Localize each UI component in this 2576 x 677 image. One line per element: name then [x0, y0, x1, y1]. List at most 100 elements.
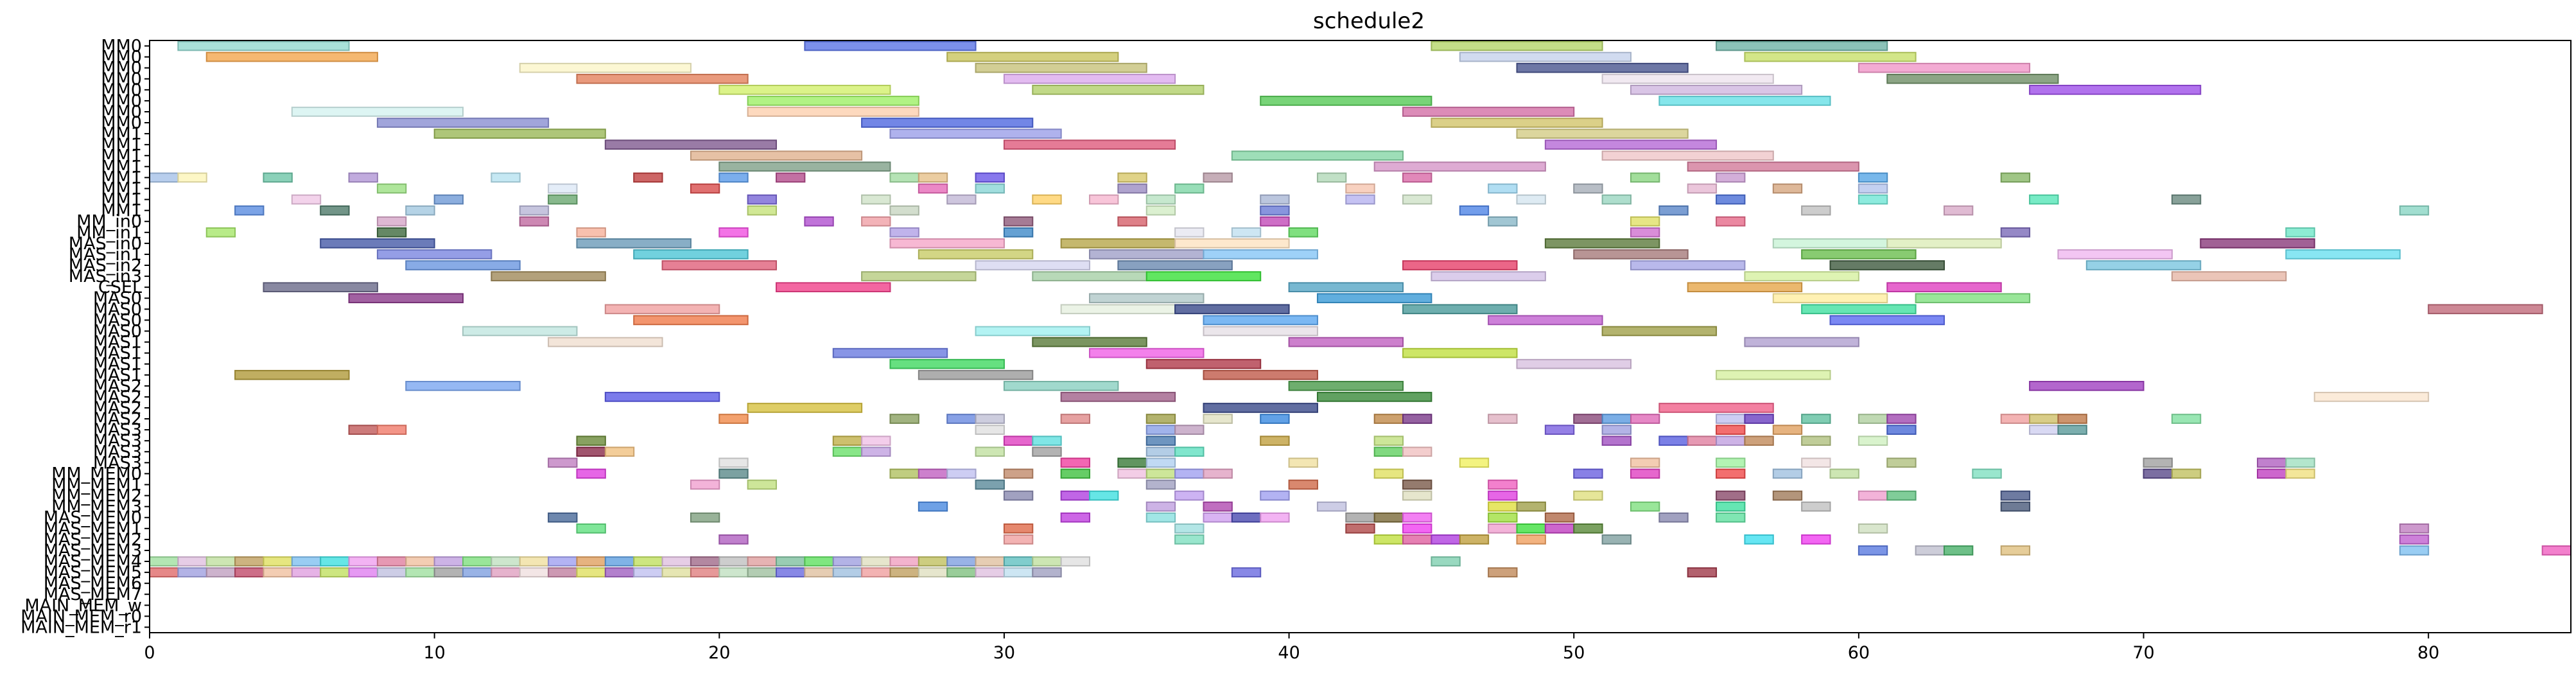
task-bar [1772, 425, 1803, 435]
task-bar [1601, 194, 1632, 205]
task-bar [604, 304, 720, 315]
task-bar [1744, 414, 1774, 424]
task-bar [1260, 205, 1290, 216]
task-bar [1203, 403, 1318, 413]
task-bar [1915, 545, 1945, 556]
task-bar [918, 249, 1034, 259]
task-bar [405, 205, 435, 216]
task-bar [1145, 446, 1176, 457]
task-bar [889, 205, 919, 216]
task-bar [205, 556, 236, 567]
task-bar [1488, 183, 1518, 194]
y-tick-label: MAS_MEM3 [44, 541, 142, 561]
task-bar [718, 567, 749, 577]
x-tick-label: 30 [993, 643, 1015, 663]
task-bar [548, 567, 578, 577]
y-tick-label: MM_MEM3 [51, 497, 142, 517]
task-bar [1402, 172, 1432, 183]
task-bar [1203, 369, 1318, 380]
task-bar [747, 205, 778, 216]
task-bar [832, 435, 863, 446]
y-tick-label: MAS_in2 [69, 256, 142, 276]
task-bar [1858, 194, 1888, 205]
task-bar [1174, 523, 1205, 534]
task-bar [2029, 414, 2059, 424]
task-bar [348, 425, 378, 435]
task-bar [1231, 512, 1262, 523]
task-bar [1601, 150, 1774, 161]
task-bar [861, 118, 1034, 128]
task-bar [2000, 545, 2031, 556]
task-bar [462, 567, 492, 577]
task-bar [975, 556, 1005, 567]
task-bar [1687, 183, 1718, 194]
task-bar [1003, 567, 1034, 577]
task-bar [1003, 435, 1034, 446]
task-bar [1801, 501, 1831, 512]
x-tick-label: 50 [1563, 643, 1585, 663]
task-bar [548, 457, 578, 468]
task-bar [1716, 414, 1746, 424]
y-tick-label: MM1 [101, 168, 142, 188]
task-bar [1601, 414, 1632, 424]
task-bar [1516, 534, 1546, 545]
task-bar [1117, 216, 1147, 227]
task-bar [975, 172, 1005, 183]
task-bar [1858, 414, 1888, 424]
task-bar [1373, 435, 1404, 446]
task-bar [1459, 534, 1490, 545]
task-bar [149, 567, 179, 577]
task-bar [1288, 479, 1318, 490]
y-tick-label: MAS2 [93, 409, 142, 429]
task-bar [348, 293, 464, 304]
task-bar [376, 216, 407, 227]
task-bar [1260, 414, 1290, 424]
task-bar [1573, 490, 1603, 501]
task-bar [1573, 249, 1689, 259]
task-bar [1145, 358, 1262, 369]
task-bar [263, 567, 293, 577]
task-bar [1060, 238, 1176, 249]
task-bar [1744, 435, 1774, 446]
task-bar [1316, 172, 1347, 183]
y-tick-label: MAS1 [93, 344, 142, 364]
task-bar [1801, 534, 1831, 545]
task-bar [548, 194, 578, 205]
task-bar [1544, 523, 1575, 534]
task-bar [405, 567, 435, 577]
y-tick-label: MAS1 [93, 365, 142, 385]
task-bar [1630, 216, 1660, 227]
task-bar [975, 260, 1091, 270]
task-bar [1801, 457, 1831, 468]
y-tick-label: MAS_MEM0 [44, 508, 142, 528]
y-tick-label: MM1 [101, 157, 142, 177]
task-bar [1431, 271, 1546, 281]
task-bar [2143, 457, 2173, 468]
task-bar [718, 227, 749, 238]
task-bar [491, 567, 521, 577]
task-bar [1488, 216, 1518, 227]
task-bar [918, 567, 948, 577]
y-tick-label: MAS_in3 [69, 267, 142, 286]
task-bar [2171, 414, 2202, 424]
task-bar [1858, 490, 1888, 501]
task-bar [1601, 534, 1632, 545]
task-bar [1943, 205, 1974, 216]
task-bar [2200, 238, 2315, 249]
task-bar [548, 512, 578, 523]
task-bar [291, 194, 322, 205]
y-tick-label: MAS_MEM7 [44, 585, 142, 604]
task-bar [1658, 403, 1774, 413]
task-bar [2285, 249, 2401, 259]
task-bar [149, 172, 179, 183]
task-bar [832, 567, 863, 577]
task-bar [661, 260, 778, 270]
task-bar [1032, 435, 1062, 446]
task-bar [747, 403, 863, 413]
task-bar [1772, 293, 1888, 304]
task-bar [918, 468, 948, 479]
task-bar [2085, 260, 2202, 270]
task-bar [1716, 216, 1746, 227]
task-bar [320, 567, 350, 577]
task-bar [1488, 512, 1518, 523]
